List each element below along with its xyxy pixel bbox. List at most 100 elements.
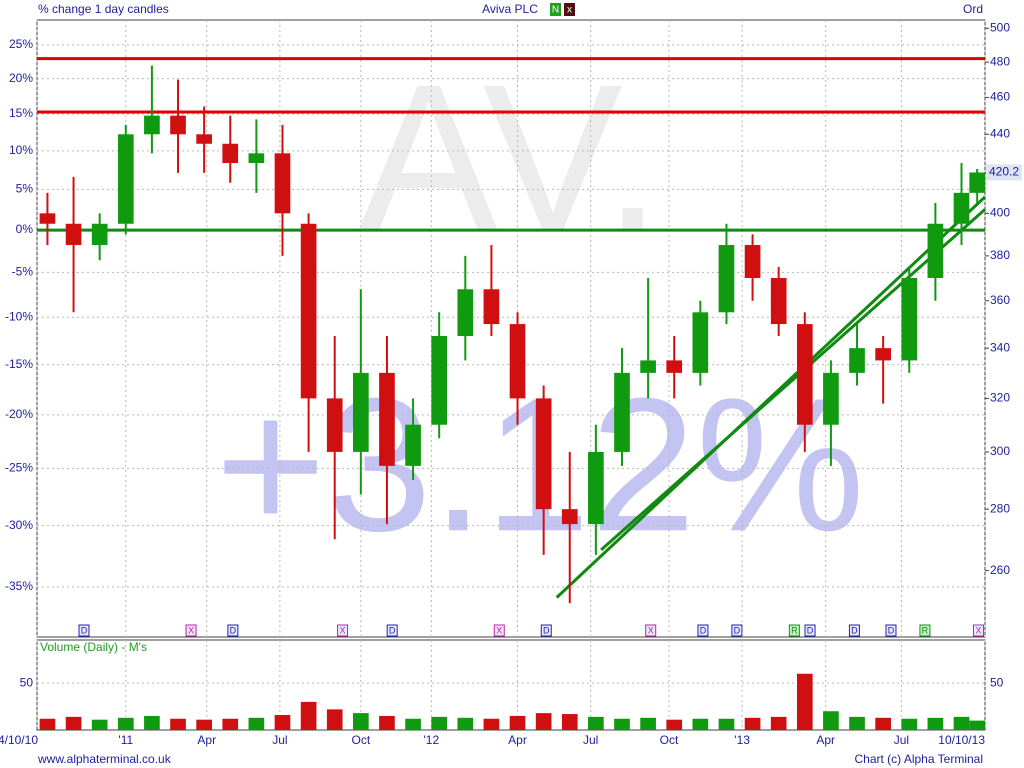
y-tick-label: 360: [990, 293, 1010, 307]
candle-body: [849, 348, 865, 373]
toggle-n-label[interactable]: N: [552, 5, 559, 16]
footer-left[interactable]: www.alphaterminal.co.uk: [37, 752, 172, 766]
volume-bar: [196, 719, 212, 730]
volume-bar: [535, 713, 552, 730]
volume-bar: [927, 717, 944, 730]
volume-bar: [144, 715, 160, 730]
candle-body: [65, 223, 82, 246]
candle-body: [588, 451, 604, 525]
candle-body: [379, 372, 395, 466]
event-label: D: [807, 625, 814, 635]
event-label: D: [888, 625, 895, 635]
y-tick-label: 460: [990, 90, 1010, 104]
candle-body: [561, 509, 578, 525]
candle-body: [300, 223, 317, 399]
event-marker: [848, 624, 860, 637]
event-label: R: [791, 625, 798, 635]
toggle-x[interactable]: [564, 3, 575, 16]
candle-body: [744, 245, 761, 278]
volume-bar: [431, 716, 448, 730]
trend-line: [555, 195, 987, 599]
toggle-x-label[interactable]: x: [567, 5, 572, 16]
y2-tick-label: 10%: [9, 143, 33, 157]
event-label: X: [188, 625, 194, 635]
event-label: D: [700, 625, 707, 635]
candle-body: [770, 277, 787, 325]
y2-tick-label: 20%: [9, 71, 33, 85]
volume-bar: [875, 717, 891, 730]
share-class: Ord: [963, 2, 983, 16]
event-label: X: [975, 625, 981, 635]
event-label: R: [922, 625, 929, 635]
y-tick-label: 320: [990, 391, 1010, 405]
x-tick-label: 4/10/10: [0, 733, 38, 747]
volume-bar: [614, 718, 630, 730]
x-tick-label: '11: [118, 733, 133, 747]
candle-body: [248, 153, 265, 164]
last-price-box: [986, 164, 1022, 181]
y2-tick-label: 0%: [16, 222, 34, 236]
candle-body: [170, 115, 186, 135]
volume-bar: [666, 719, 683, 730]
event-marker: [972, 624, 984, 637]
trend-line: [600, 208, 986, 551]
volume-tick-label: 50: [990, 675, 1004, 689]
candle-body: [535, 398, 552, 510]
y2-tick-label: 25%: [9, 37, 33, 51]
volume-bar: [379, 715, 395, 730]
volume-bar: [692, 718, 709, 730]
candle-body: [91, 223, 108, 246]
event-label: D: [851, 625, 858, 635]
x-tick-label: Apr: [197, 733, 216, 747]
footer-right: Chart (c) Alpha Terminal: [855, 752, 984, 766]
candle-body: [718, 245, 735, 313]
volume-bar: [405, 718, 421, 730]
x-tick-label: Jul: [272, 733, 287, 747]
volume-bar: [457, 717, 474, 730]
volume-bar: [953, 716, 970, 730]
y2-tick-label: -10%: [5, 309, 33, 323]
volume-bar: [65, 716, 82, 730]
volume-bar: [796, 673, 813, 730]
event-marker: [386, 624, 398, 637]
volume-bar: [901, 718, 918, 730]
candle-body: [222, 143, 239, 164]
plot-frame: [36, 19, 986, 638]
candle-body: [144, 115, 160, 135]
event-marker: [788, 624, 800, 637]
y-tick-label: 440: [990, 126, 1010, 140]
candle-body: [483, 289, 500, 325]
volume-bar: [300, 701, 317, 730]
toggle-n[interactable]: [550, 3, 561, 16]
subtitle: % change 1 day candles: [38, 2, 169, 16]
y2-tick-label: -20%: [5, 407, 33, 421]
y2-tick-label: -15%: [5, 357, 33, 371]
candle-body: [666, 360, 683, 373]
y-tick-label: 380: [990, 248, 1010, 262]
candle-body: [640, 360, 656, 373]
volume-bar: [640, 717, 656, 730]
volume-label: Volume (Daily) - M's: [40, 640, 147, 654]
y2-tick-label: 5%: [16, 182, 34, 196]
candle-body: [431, 336, 448, 425]
volume-bar: [353, 713, 369, 730]
event-label: X: [648, 625, 654, 635]
volume-bar: [849, 716, 865, 730]
event-label: D: [543, 625, 550, 635]
x-tick-label: '13: [734, 733, 750, 747]
candle-body: [117, 134, 134, 224]
y-tick-label: 500: [990, 20, 1010, 34]
event-marker: [697, 624, 709, 637]
x-tick-label: Oct: [351, 733, 370, 747]
volume-bar: [969, 720, 985, 730]
candle-body: [405, 424, 421, 466]
y-tick-label: 260: [990, 563, 1010, 577]
candle-body: [274, 153, 291, 214]
x-tick-label: Apr: [816, 733, 835, 747]
event-marker: [645, 624, 657, 637]
volume-bar: [744, 717, 761, 730]
volume-bar: [823, 711, 839, 730]
volume-bar: [117, 717, 134, 730]
